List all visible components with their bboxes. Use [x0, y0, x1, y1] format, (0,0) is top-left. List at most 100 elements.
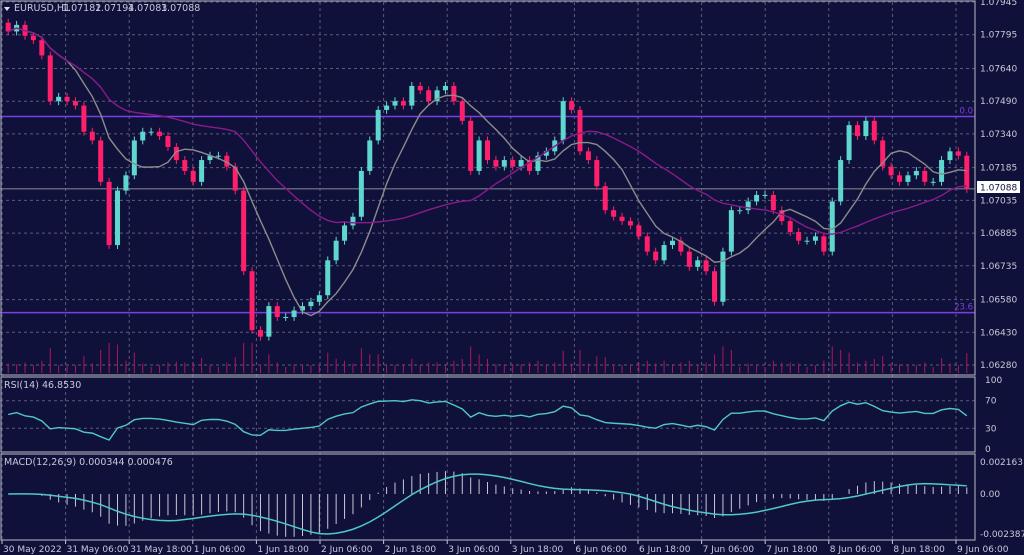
bear-candle — [81, 105, 87, 132]
pane-border — [0, 0, 976, 376]
bear-candle — [821, 236, 827, 252]
bear-candle — [770, 194, 776, 211]
bear-candle — [569, 101, 575, 110]
macd-tick-label: 0.002163 — [980, 458, 1023, 468]
price-tick-label: 1.07490 — [980, 97, 1017, 107]
bull-candle — [308, 301, 314, 307]
time-tick-label: 1 Jun 18:00 — [257, 545, 309, 555]
bull-candle — [560, 101, 566, 141]
time-tick-label: 31 May 18:00 — [130, 545, 192, 555]
bull-candle — [442, 85, 448, 91]
bull-candle — [518, 160, 524, 167]
bear-candle — [426, 90, 432, 102]
price-axis: 1.07945 1.07795 1.07640 1.07490 1.07340 1.071… — [980, 0, 1024, 540]
bull-candle — [392, 101, 398, 106]
bear-candle — [577, 109, 583, 152]
bear-candle — [527, 160, 533, 171]
bear-candle — [417, 85, 423, 91]
ohlc-open: 1.07182 — [62, 3, 101, 14]
bear-candle — [955, 151, 961, 156]
price-tick-label: 1.06280 — [980, 361, 1017, 371]
rsi-line — [8, 399, 968, 441]
time-tick-label: 6 Jun 18:00 — [639, 545, 691, 555]
time-tick-label: 3 Jun 06:00 — [448, 545, 500, 555]
rsi-tick-label: 70 — [985, 397, 997, 407]
bear-candle — [89, 131, 95, 141]
bear-candle — [224, 155, 230, 167]
bull-candle — [131, 140, 137, 176]
bear-candle — [644, 236, 650, 252]
bull-candle — [669, 240, 675, 246]
bear-candle — [602, 186, 608, 211]
bear-candle — [636, 225, 642, 237]
bull-candle — [720, 251, 726, 302]
bull-candle — [812, 236, 818, 241]
time-tick-label: 3 Jun 18:00 — [512, 545, 564, 555]
candles — [5, 18, 970, 341]
bull-candle — [316, 295, 322, 302]
bull-candle — [333, 240, 339, 261]
rsi-pane — [0, 399, 975, 441]
bull-candle — [939, 160, 945, 182]
current-price-label: 1.07088 — [980, 184, 1017, 194]
bear-candle — [165, 136, 171, 147]
time-tick-label: 2 Jun 18:00 — [385, 545, 437, 555]
ohlc-low: 1.07083 — [128, 3, 167, 14]
pane-frames — [0, 0, 976, 541]
bull-candle — [754, 194, 760, 202]
fibonacci-levels[interactable]: 0.0 23.6 — [0, 106, 975, 314]
bear-candle — [5, 22, 11, 32]
time-tick-label: 8 Jun 18:00 — [893, 545, 945, 555]
bull-candle — [737, 210, 743, 212]
bull-candle — [199, 160, 205, 182]
ohlc-high: 1.07194 — [95, 3, 134, 14]
bull-candle — [215, 155, 221, 157]
bear-candle — [249, 271, 255, 331]
bear-candle — [30, 35, 36, 41]
bull-candle — [358, 170, 364, 217]
bear-candle — [232, 166, 238, 191]
bull-candle — [325, 260, 331, 296]
bull-candle — [434, 90, 440, 102]
time-tick-label: 6 Jun 06:00 — [575, 545, 627, 555]
bear-candle — [72, 101, 78, 106]
bear-candle — [493, 160, 499, 167]
bull-candle — [367, 140, 373, 171]
rsi-tick-label: 0 — [985, 445, 991, 455]
bear-candle — [241, 190, 247, 272]
macd-title: MACD(12,26,9) 0.000344 0.000476 — [4, 457, 173, 468]
bear-candle — [854, 125, 860, 137]
bull-candle — [140, 131, 146, 141]
bear-candle — [703, 260, 709, 272]
bull-candle — [115, 190, 121, 246]
bear-candle — [871, 120, 877, 141]
bull-candle — [543, 151, 549, 156]
bull-candle — [342, 225, 348, 241]
bear-candle — [485, 140, 490, 161]
bull-candle — [300, 306, 306, 311]
bear-candle — [627, 221, 633, 226]
macd-tick-label: 0.00 — [980, 490, 1000, 500]
bear-candle — [106, 181, 112, 246]
rsi-tick-label: 30 — [985, 424, 997, 434]
bear-candle — [39, 40, 45, 56]
bear-candle — [787, 221, 793, 232]
price-tick-label: 1.07640 — [980, 64, 1017, 74]
bear-candle — [619, 216, 625, 222]
bull-candle — [728, 210, 734, 252]
price-tick-label: 1.07795 — [980, 31, 1017, 41]
triangle-down-icon[interactable] — [4, 7, 10, 11]
bull-candle — [291, 310, 297, 318]
bear-candle — [653, 251, 659, 261]
slow-moving-average-line — [7, 27, 967, 235]
pane-border — [0, 376, 976, 453]
macd-signal-line — [8, 473, 967, 535]
bear-candle — [585, 151, 591, 161]
pane-border — [0, 453, 976, 541]
bear-candle — [510, 160, 516, 167]
bear-candle — [257, 330, 263, 337]
time-tick-label: 31 May 06:00 — [67, 545, 129, 555]
bear-candle — [400, 101, 406, 106]
bull-candle — [863, 120, 869, 137]
